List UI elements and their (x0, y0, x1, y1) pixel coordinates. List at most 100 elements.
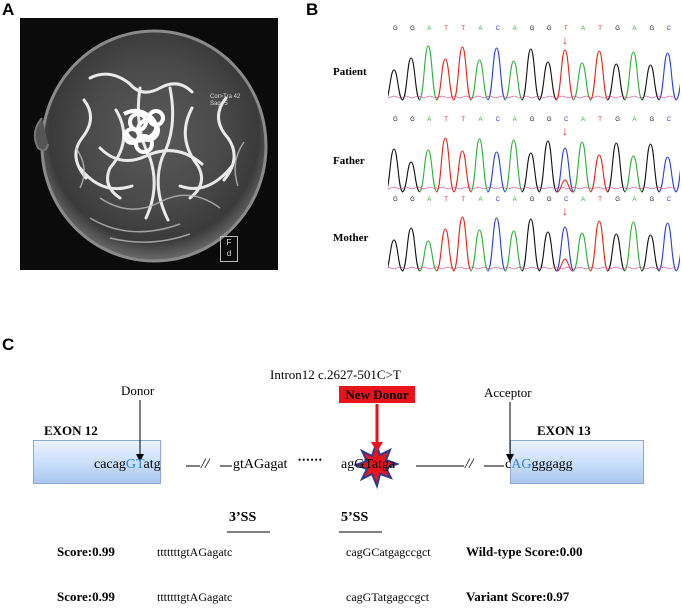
base-letter: A (478, 26, 483, 32)
base-letter: A (478, 117, 483, 123)
panel-c-letter: C (2, 335, 15, 354)
trace-peak (589, 220, 609, 272)
score-row-2-seq5: cagGTatgagccgct (346, 590, 430, 604)
base-letter: A (427, 117, 432, 123)
trace-peak (469, 229, 490, 272)
trace-peak (658, 156, 678, 193)
seq-break-2: // (465, 456, 474, 472)
seq-new-donor: agGTatga (341, 457, 395, 473)
seq-exon12-end: cacagGTatg (94, 457, 161, 473)
base-letter: G (546, 117, 552, 123)
trace-peak (469, 59, 490, 101)
seq-s4-acceptor-ag: AG (511, 457, 532, 472)
base-letter: T (461, 197, 466, 203)
base-letter: G (529, 117, 535, 123)
base-letter: C (495, 117, 500, 123)
base-letter: C (495, 197, 500, 203)
seq-s3-pre: ag (341, 457, 355, 472)
seq-s4-pre: c (505, 457, 512, 472)
variant-starburst-icon (353, 440, 400, 490)
base-letter: A (581, 117, 586, 123)
base-letter: C (564, 117, 569, 123)
trace-peak (469, 138, 490, 193)
base-letter: A (427, 26, 432, 32)
base-letter: C (666, 197, 671, 203)
seq-s3-gt: GT (354, 457, 372, 472)
trace-peak (555, 49, 575, 101)
trace-peak (606, 63, 626, 101)
base-letter: A (427, 197, 432, 203)
base-letter: T (461, 117, 466, 123)
base-letter: A (512, 117, 517, 123)
trace-peak (418, 240, 438, 272)
seq-intron-mid: gtAGagat (233, 457, 288, 472)
base-letter: C (666, 26, 671, 32)
trace-peak (589, 154, 609, 193)
trace-peak (606, 233, 626, 272)
seq-break-1: // (201, 456, 210, 472)
base-letter: A (581, 26, 586, 32)
panel-b-letter: B (306, 0, 319, 19)
trace-peak (388, 239, 404, 272)
trace-peak (521, 48, 541, 101)
score-row-1-score: Score:0.99 (57, 544, 115, 559)
orientation-f: F (226, 238, 232, 247)
trace-peak (487, 217, 507, 272)
seq-s1-pre: cacag (94, 457, 126, 472)
trace-peak (658, 222, 678, 272)
base-letter: G (393, 26, 398, 32)
trace-peak (640, 64, 661, 101)
base-letter: G (393, 197, 398, 203)
base-letter: A (478, 197, 483, 203)
trace-peak (538, 231, 558, 272)
trace-peak (435, 58, 455, 101)
mra-brain-image: Cor>Tra 42 Sag -5 F d (20, 18, 278, 270)
orientation-box: F d (220, 236, 238, 262)
variant-marker-arrow-icon: ↓ (562, 204, 568, 218)
base-letter: A (512, 26, 517, 32)
score-row-1-result: Wild-type Score:0.00 (466, 544, 583, 559)
acceptor-label: Acceptor (484, 385, 532, 400)
trace-peak (572, 62, 592, 101)
trace-peak (435, 137, 455, 193)
trace-peak (623, 51, 643, 101)
seq-s4-post: gggagg (531, 457, 573, 472)
trace-peak (623, 155, 643, 193)
acceptor-arrowhead (506, 454, 514, 462)
base-letter: T (598, 197, 602, 203)
base-letter: G (615, 26, 620, 32)
chromatogram-trace-father (388, 137, 680, 193)
score-row-2-score: Score:0.99 (57, 589, 115, 604)
trace-peak (555, 147, 575, 193)
trace-peak (606, 142, 626, 193)
base-letter: T (564, 26, 568, 32)
new-donor-badge: New Donor (339, 386, 415, 403)
exon-13-label: EXON 13 (537, 423, 591, 438)
trace-peak (555, 226, 575, 272)
seq-exon13-start: cAGgggagg (505, 457, 573, 473)
trace-peak (504, 60, 524, 101)
trace-peak (452, 216, 472, 272)
trace-peak (401, 227, 421, 272)
base-letter: G (529, 197, 535, 203)
base-letter: T (444, 117, 448, 123)
base-letter: G (649, 117, 655, 123)
base-letter: G (529, 26, 535, 32)
base-letter: A (632, 117, 637, 123)
base-letter: G (410, 197, 415, 203)
base-letter: G (410, 117, 415, 123)
new-donor-arrowhead (371, 442, 383, 452)
score-row-1-seq5: cagGCatgagccgct (346, 545, 431, 559)
base-letter: T (598, 117, 602, 123)
trace-peak (418, 149, 438, 193)
chromatogram-label-patient: Patient (333, 66, 367, 78)
variant-marker-arrow-icon: ↓ (562, 124, 568, 138)
seq-s1-donor-gt: GT (125, 457, 144, 472)
trace-peak (675, 168, 680, 193)
trace-peak (572, 232, 592, 272)
chromatogram-trace-mother (388, 216, 680, 272)
base-letter: A (512, 197, 517, 203)
trace-peak (504, 230, 524, 272)
base-letter: G (546, 197, 552, 203)
orientation-d: d (226, 249, 232, 258)
